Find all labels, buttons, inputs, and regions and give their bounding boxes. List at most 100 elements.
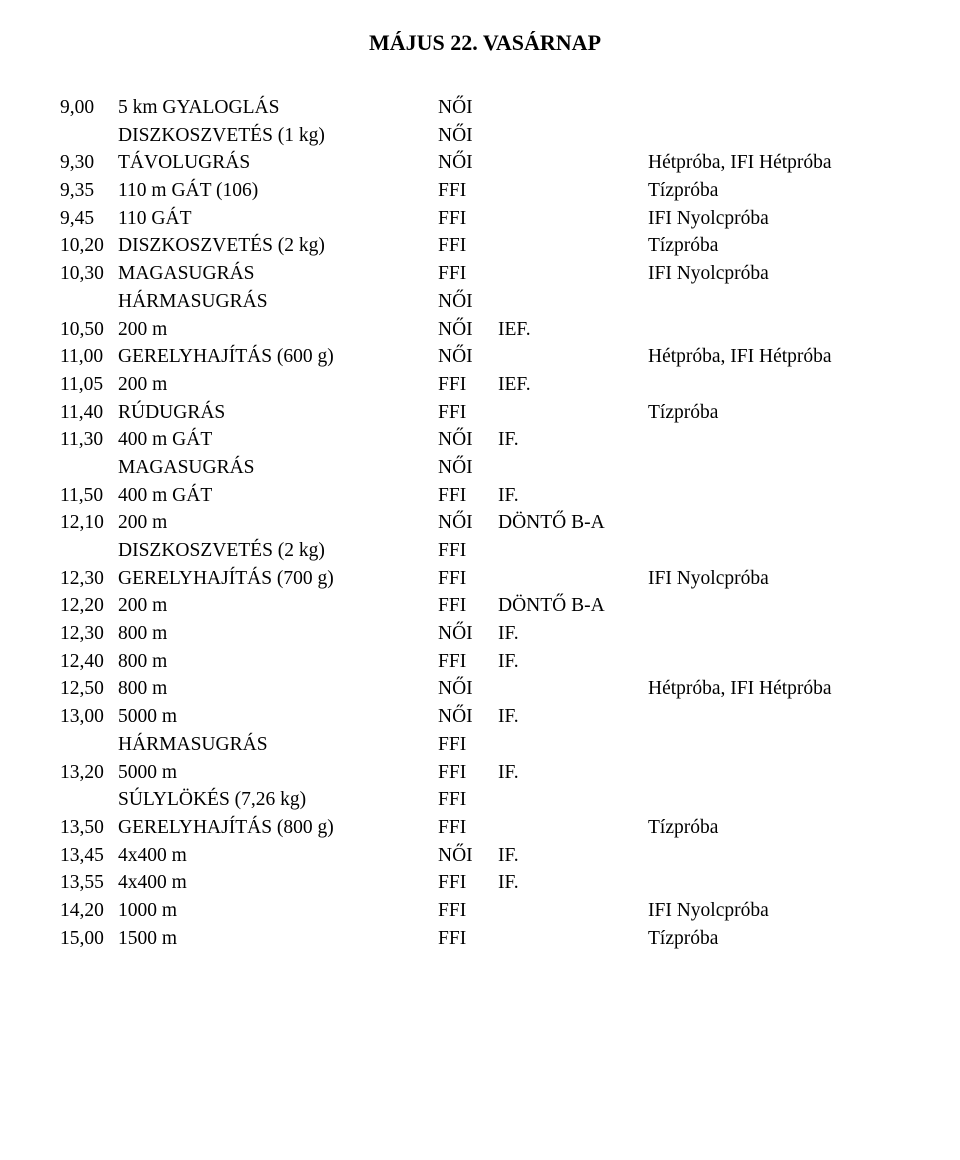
cell-time: 11,50 — [60, 482, 118, 510]
cell-note2: IFI Nyolcpróba — [648, 205, 910, 233]
cell-event: 400 m GÁT — [118, 482, 438, 510]
cell-category: NŐI — [438, 343, 498, 371]
cell-time: 9,00 — [60, 94, 118, 122]
table-row: 10,50200 mNŐIIEF. — [60, 316, 910, 344]
cell-category: NŐI — [438, 842, 498, 870]
cell-time: 13,20 — [60, 759, 118, 787]
cell-note1: DÖNTŐ B-A — [498, 592, 648, 620]
cell-time: 13,55 — [60, 869, 118, 897]
cell-category: FFI — [438, 925, 498, 953]
cell-note2 — [648, 786, 910, 814]
cell-event: MAGASUGRÁS — [118, 260, 438, 288]
cell-event: MAGASUGRÁS — [118, 454, 438, 482]
cell-note2: Tízpróba — [648, 399, 910, 427]
cell-time: 12,10 — [60, 509, 118, 537]
table-row: DISZKOSZVETÉS (2 kg)FFI — [60, 537, 910, 565]
cell-event: TÁVOLUGRÁS — [118, 149, 438, 177]
table-row: 9,30TÁVOLUGRÁSNŐIHétpróba, IFI Hétpróba — [60, 149, 910, 177]
table-row: MAGASUGRÁSNŐI — [60, 454, 910, 482]
table-row: 14,201000 mFFIIFI Nyolcpróba — [60, 897, 910, 925]
cell-category: FFI — [438, 786, 498, 814]
cell-time: 13,50 — [60, 814, 118, 842]
table-row: 12,50800 mNŐIHétpróba, IFI Hétpróba — [60, 675, 910, 703]
cell-note2: IFI Nyolcpróba — [648, 897, 910, 925]
cell-event: 5000 m — [118, 759, 438, 787]
cell-note2 — [648, 537, 910, 565]
cell-note1: IF. — [498, 648, 648, 676]
cell-category: NŐI — [438, 426, 498, 454]
cell-note2: Hétpróba, IFI Hétpróba — [648, 675, 910, 703]
cell-event: 110 GÁT — [118, 205, 438, 233]
cell-category: NŐI — [438, 454, 498, 482]
cell-time — [60, 731, 118, 759]
cell-time: 11,00 — [60, 343, 118, 371]
table-row: 13,554x400 mFFIIF. — [60, 869, 910, 897]
cell-note2 — [648, 592, 910, 620]
cell-event: 4x400 m — [118, 842, 438, 870]
cell-note1 — [498, 288, 648, 316]
table-row: 12,40800 mFFIIF. — [60, 648, 910, 676]
cell-event: GERELYHAJÍTÁS (700 g) — [118, 565, 438, 593]
cell-event: GERELYHAJÍTÁS (600 g) — [118, 343, 438, 371]
cell-time: 9,35 — [60, 177, 118, 205]
table-row: 13,454x400 mNŐIIF. — [60, 842, 910, 870]
cell-note1 — [498, 205, 648, 233]
cell-event: 1000 m — [118, 897, 438, 925]
cell-category: NŐI — [438, 122, 498, 150]
cell-note1 — [498, 537, 648, 565]
cell-event: 1500 m — [118, 925, 438, 953]
cell-note2 — [648, 288, 910, 316]
cell-category: NŐI — [438, 703, 498, 731]
cell-note2 — [648, 731, 910, 759]
cell-time: 13,00 — [60, 703, 118, 731]
cell-note2: Tízpróba — [648, 232, 910, 260]
cell-category: FFI — [438, 371, 498, 399]
table-row: 13,005000 mNŐIIF. — [60, 703, 910, 731]
cell-time — [60, 537, 118, 565]
cell-note1: IF. — [498, 482, 648, 510]
cell-category: FFI — [438, 399, 498, 427]
cell-note1 — [498, 454, 648, 482]
cell-category: FFI — [438, 731, 498, 759]
table-row: 9,35110 m GÁT (106)FFITízpróba — [60, 177, 910, 205]
cell-time: 12,50 — [60, 675, 118, 703]
cell-time — [60, 786, 118, 814]
table-row: 13,50GERELYHAJÍTÁS (800 g)FFITízpróba — [60, 814, 910, 842]
cell-note1: DÖNTŐ B-A — [498, 509, 648, 537]
cell-note1: IF. — [498, 703, 648, 731]
table-row: 12,10200 mNŐIDÖNTŐ B-A — [60, 509, 910, 537]
table-row: 11,50400 m GÁTFFIIF. — [60, 482, 910, 510]
table-row: 10,30MAGASUGRÁSFFIIFI Nyolcpróba — [60, 260, 910, 288]
cell-note1 — [498, 399, 648, 427]
cell-category: NŐI — [438, 620, 498, 648]
cell-event: 5 km GYALOGLÁS — [118, 94, 438, 122]
cell-note1 — [498, 94, 648, 122]
cell-note2 — [648, 509, 910, 537]
cell-note2: IFI Nyolcpróba — [648, 260, 910, 288]
cell-note1: IF. — [498, 426, 648, 454]
cell-time: 11,05 — [60, 371, 118, 399]
cell-time: 15,00 — [60, 925, 118, 953]
cell-event: 5000 m — [118, 703, 438, 731]
cell-category: FFI — [438, 869, 498, 897]
table-row: 10,20DISZKOSZVETÉS (2 kg)FFITízpróba — [60, 232, 910, 260]
cell-time: 9,30 — [60, 149, 118, 177]
cell-category: FFI — [438, 537, 498, 565]
cell-category: FFI — [438, 592, 498, 620]
cell-note1 — [498, 149, 648, 177]
cell-time: 12,30 — [60, 565, 118, 593]
table-row: 11,00GERELYHAJÍTÁS (600 g)NŐIHétpróba, I… — [60, 343, 910, 371]
cell-note1: IF. — [498, 869, 648, 897]
cell-time: 12,40 — [60, 648, 118, 676]
cell-category: FFI — [438, 759, 498, 787]
cell-note2 — [648, 122, 910, 150]
cell-time: 13,45 — [60, 842, 118, 870]
cell-category: FFI — [438, 565, 498, 593]
cell-event: 200 m — [118, 371, 438, 399]
cell-event: SÚLYLÖKÉS (7,26 kg) — [118, 786, 438, 814]
cell-note1 — [498, 260, 648, 288]
cell-note1: IF. — [498, 842, 648, 870]
cell-note1 — [498, 897, 648, 925]
cell-note2 — [648, 316, 910, 344]
cell-event: RÚDUGRÁS — [118, 399, 438, 427]
